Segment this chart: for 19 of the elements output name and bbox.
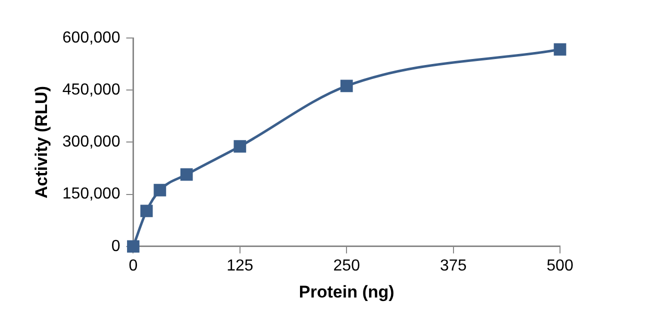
x-tick-label: 0: [128, 257, 138, 274]
x-tick-label: 250: [333, 257, 360, 274]
y-axis-title: Activity (RLU): [32, 86, 51, 198]
y-tick-label: 600,000: [62, 29, 120, 46]
y-tick-label: 300,000: [62, 134, 120, 151]
y-tick-label: 0: [111, 238, 120, 255]
x-tick-label: 125: [226, 257, 254, 274]
x-tick-label: 375: [440, 257, 467, 274]
point: [180, 168, 193, 181]
point: [234, 140, 246, 153]
point: [140, 204, 153, 218]
y-tick-label: 450,000: [62, 82, 120, 99]
y-tick-label: 150,000: [62, 186, 120, 203]
point: [554, 43, 566, 56]
x-tick-label: 500: [546, 257, 574, 274]
point: [340, 80, 353, 92]
point: [127, 240, 140, 253]
point: [154, 184, 166, 196]
x-axis-title: Protein (ng): [298, 282, 394, 302]
